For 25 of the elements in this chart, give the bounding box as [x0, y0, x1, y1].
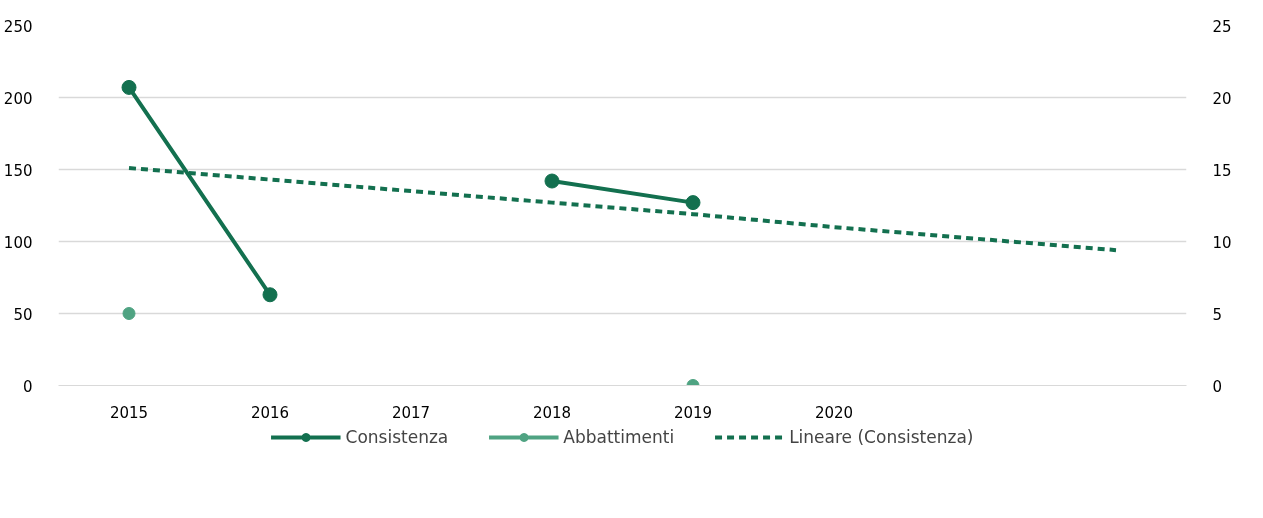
point: [544, 173, 560, 189]
x-tick-label: 2020: [814, 403, 854, 422]
legend-label: Abbattimenti: [563, 427, 675, 447]
point: [685, 195, 701, 211]
x-tick-label: 2018: [532, 403, 572, 422]
x-tick-label: 2015: [109, 403, 149, 422]
y-tick-label: 250: [3, 17, 33, 36]
legend-label: Lineare (Consistenza): [789, 427, 974, 447]
x-tick-label: 2017: [391, 403, 431, 422]
y2-tick-label: 5: [1212, 305, 1223, 324]
y-tick-label: 0: [22, 377, 33, 396]
y2-tick-label: 20: [1212, 89, 1232, 108]
y-tick-label: 100: [3, 233, 33, 252]
point: [262, 287, 278, 303]
point: [121, 79, 137, 95]
y-tick-label: 200: [3, 89, 33, 108]
y-tick-label: 150: [3, 161, 33, 180]
y2-tick-label: 25: [1212, 17, 1232, 36]
x-tick-label: 2016: [250, 403, 290, 422]
legend-label: Consistenza: [345, 427, 449, 447]
y2-tick-label: 10: [1212, 233, 1232, 252]
y2-tick-label: 0: [1212, 377, 1223, 396]
y2-tick-label: 15: [1212, 161, 1232, 180]
x-tick-label: 2019: [673, 403, 713, 422]
y-tick-label: 50: [13, 305, 33, 324]
